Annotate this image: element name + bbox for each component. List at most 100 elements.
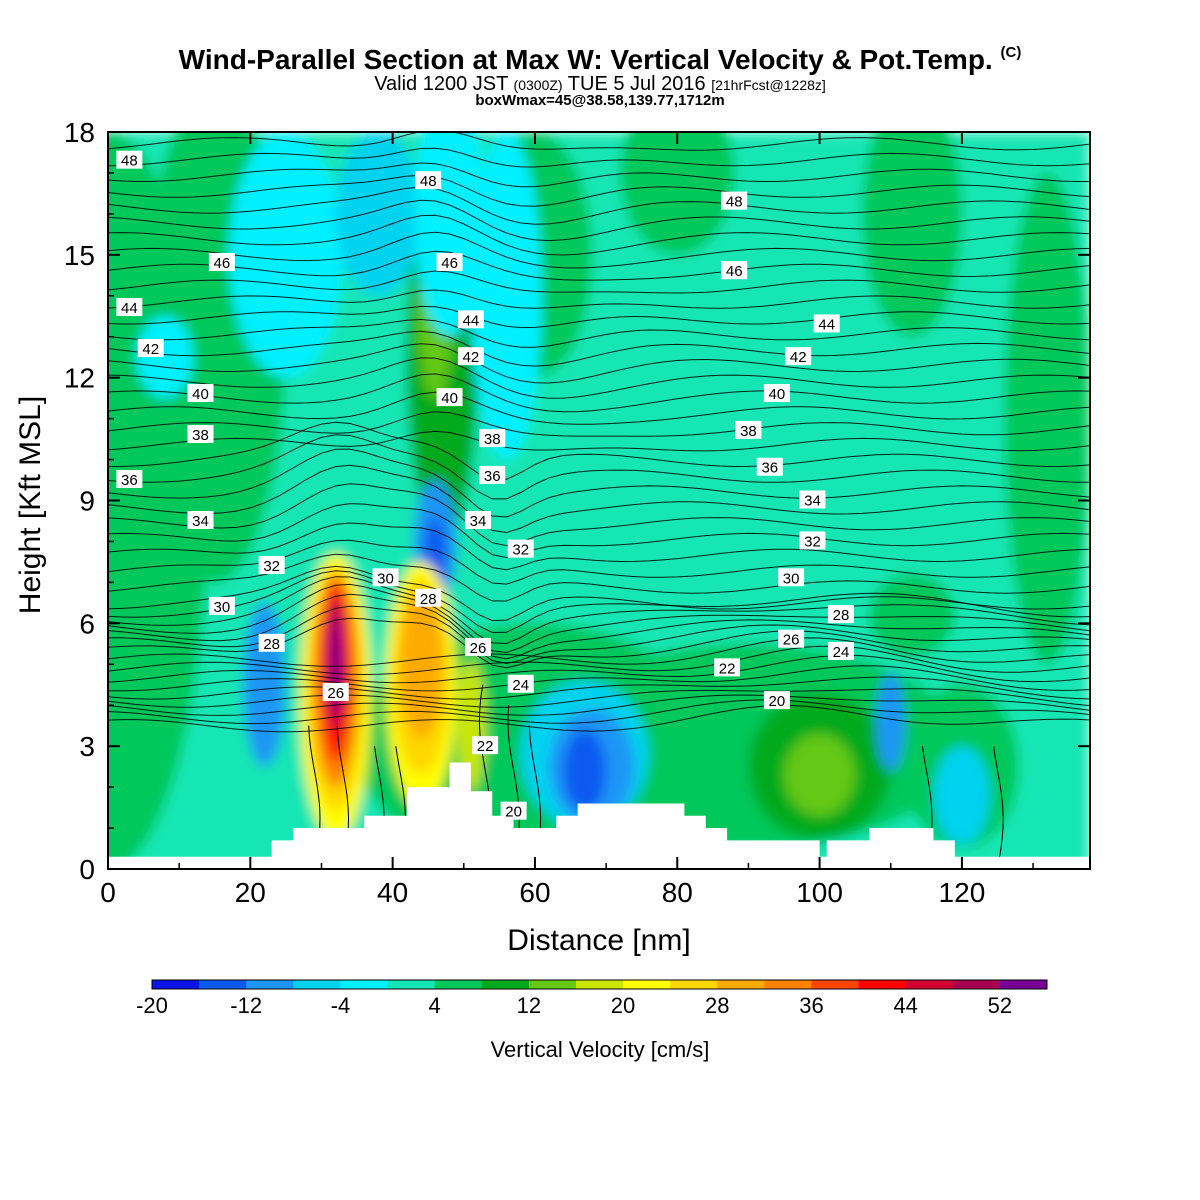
colorbar-swatch <box>670 980 718 989</box>
theta-label-box <box>465 510 492 529</box>
theta-label: 36 <box>756 457 783 477</box>
theta-contour <box>108 694 1090 716</box>
theta-contour <box>108 147 1090 168</box>
colorbar-swatch <box>811 980 860 989</box>
theta-contour <box>108 373 1090 413</box>
y-tick-label: 15 <box>64 240 95 271</box>
theta-label: 44 <box>813 314 840 333</box>
theta-label-box <box>208 253 235 272</box>
colorbar-swatch <box>293 980 341 989</box>
x-tick-label: 40 <box>377 877 408 908</box>
theta-label-box <box>479 429 506 448</box>
theta-contour <box>108 289 1090 309</box>
theta-label-box <box>827 605 854 624</box>
theta-contour <box>993 746 1004 869</box>
colorbar-swatch <box>152 980 200 989</box>
theta-label: 38 <box>735 420 762 440</box>
theta-label-box <box>778 568 805 587</box>
theta-label-text: 24 <box>833 644 850 661</box>
field-blob <box>784 733 856 816</box>
theta-label-text: 34 <box>470 513 487 530</box>
theta-contour <box>108 434 1090 500</box>
theta-label-text: 20 <box>505 804 522 821</box>
theta-label-box <box>813 314 840 333</box>
theta-contour <box>108 162 1090 188</box>
theta-label-text: 30 <box>377 570 394 587</box>
theta-contour <box>108 132 1090 151</box>
theta-label: 36 <box>116 470 143 489</box>
colorbar: -20 -12 -4 4 12 20 28 36 44 52 <box>136 979 1048 1018</box>
theta-label: 30 <box>208 596 235 616</box>
theta-label-box <box>500 801 527 820</box>
theta-contour <box>108 421 1090 481</box>
field-blob <box>456 660 486 792</box>
theta-label-box <box>507 539 534 558</box>
theta-label-box <box>721 191 748 210</box>
theta-label-text: 32 <box>512 542 529 559</box>
field-blob <box>399 590 443 738</box>
theta-label-text: 40 <box>769 386 786 403</box>
colorbar-swatch <box>340 980 389 989</box>
theta-label: 30 <box>372 568 399 587</box>
theta-label: 24 <box>827 641 854 661</box>
theta-label: 22 <box>472 736 499 755</box>
box-info-line: boxWmax=45@38.58,139.77,1712m <box>475 92 725 109</box>
theta-label-text: 28 <box>263 636 280 653</box>
theta-label: 34 <box>465 510 492 530</box>
theta-label-box <box>827 641 854 660</box>
theta-label-box <box>415 588 442 607</box>
velocity-field <box>108 132 1090 869</box>
theta-contour <box>108 270 1090 294</box>
theta-label: 20 <box>500 801 527 821</box>
colorbar-swatch <box>717 980 765 989</box>
theta-label: 48 <box>415 171 442 190</box>
theta-label: 34 <box>799 490 826 510</box>
theta-label-text: 32 <box>263 558 280 575</box>
theta-contour <box>108 645 1090 676</box>
colorbar-label: Vertical Velocity [cm/s] <box>491 1037 710 1062</box>
y-axis-label: Height [Kft MSL] <box>14 396 47 614</box>
colorbar-swatch <box>858 980 907 989</box>
chart-title: Wind-Parallel Section at Max W: Vertical… <box>178 44 1022 75</box>
theta-label-box <box>137 339 164 358</box>
theta-contour <box>108 665 1090 692</box>
theta-label: 38 <box>187 424 214 444</box>
theta-contour <box>108 688 1090 708</box>
field-blob <box>228 132 343 378</box>
theta-label-text: 46 <box>441 255 458 272</box>
theta-label: 38 <box>479 429 506 448</box>
theta-contour <box>108 503 1090 559</box>
theta-contour <box>108 522 1090 571</box>
field-blob <box>620 132 735 255</box>
theta-contour <box>108 676 1090 700</box>
theta-label: 48 <box>116 150 143 170</box>
x-tick-label: 20 <box>235 877 266 908</box>
theta-label-box <box>785 347 812 366</box>
colorbar-swatch <box>623 980 671 989</box>
colorbar-tick-label: -20 <box>136 993 168 1018</box>
x-tick-label: 60 <box>519 877 550 908</box>
theta-label-text: 30 <box>214 599 231 616</box>
theta-label: 40 <box>436 388 463 407</box>
theta-label: 26 <box>322 682 349 702</box>
colorbar-tick-label: 12 <box>517 993 541 1018</box>
theta-label-box <box>721 261 748 280</box>
theta-label-text: 38 <box>484 431 501 448</box>
colorbar-swatch <box>764 980 812 989</box>
theta-label: 28 <box>258 633 285 653</box>
theta-label-text: 36 <box>484 468 501 485</box>
field-shading <box>108 132 1090 869</box>
theta-contour <box>108 214 1090 256</box>
y-tick-label: 0 <box>79 854 95 885</box>
theta-label-text: 48 <box>726 194 743 211</box>
y-tick-label: 3 <box>79 731 95 762</box>
theta-label-box <box>372 568 399 587</box>
theta-label: 46 <box>208 253 235 272</box>
theta-label-text: 26 <box>470 640 487 657</box>
theta-label: 36 <box>479 465 506 485</box>
theta-contour <box>108 199 1090 242</box>
theta-label-text: 46 <box>726 263 743 280</box>
x-tick-label: 80 <box>662 877 693 908</box>
theta-label-text: 36 <box>761 460 778 477</box>
theta-label-text: 38 <box>740 423 757 440</box>
